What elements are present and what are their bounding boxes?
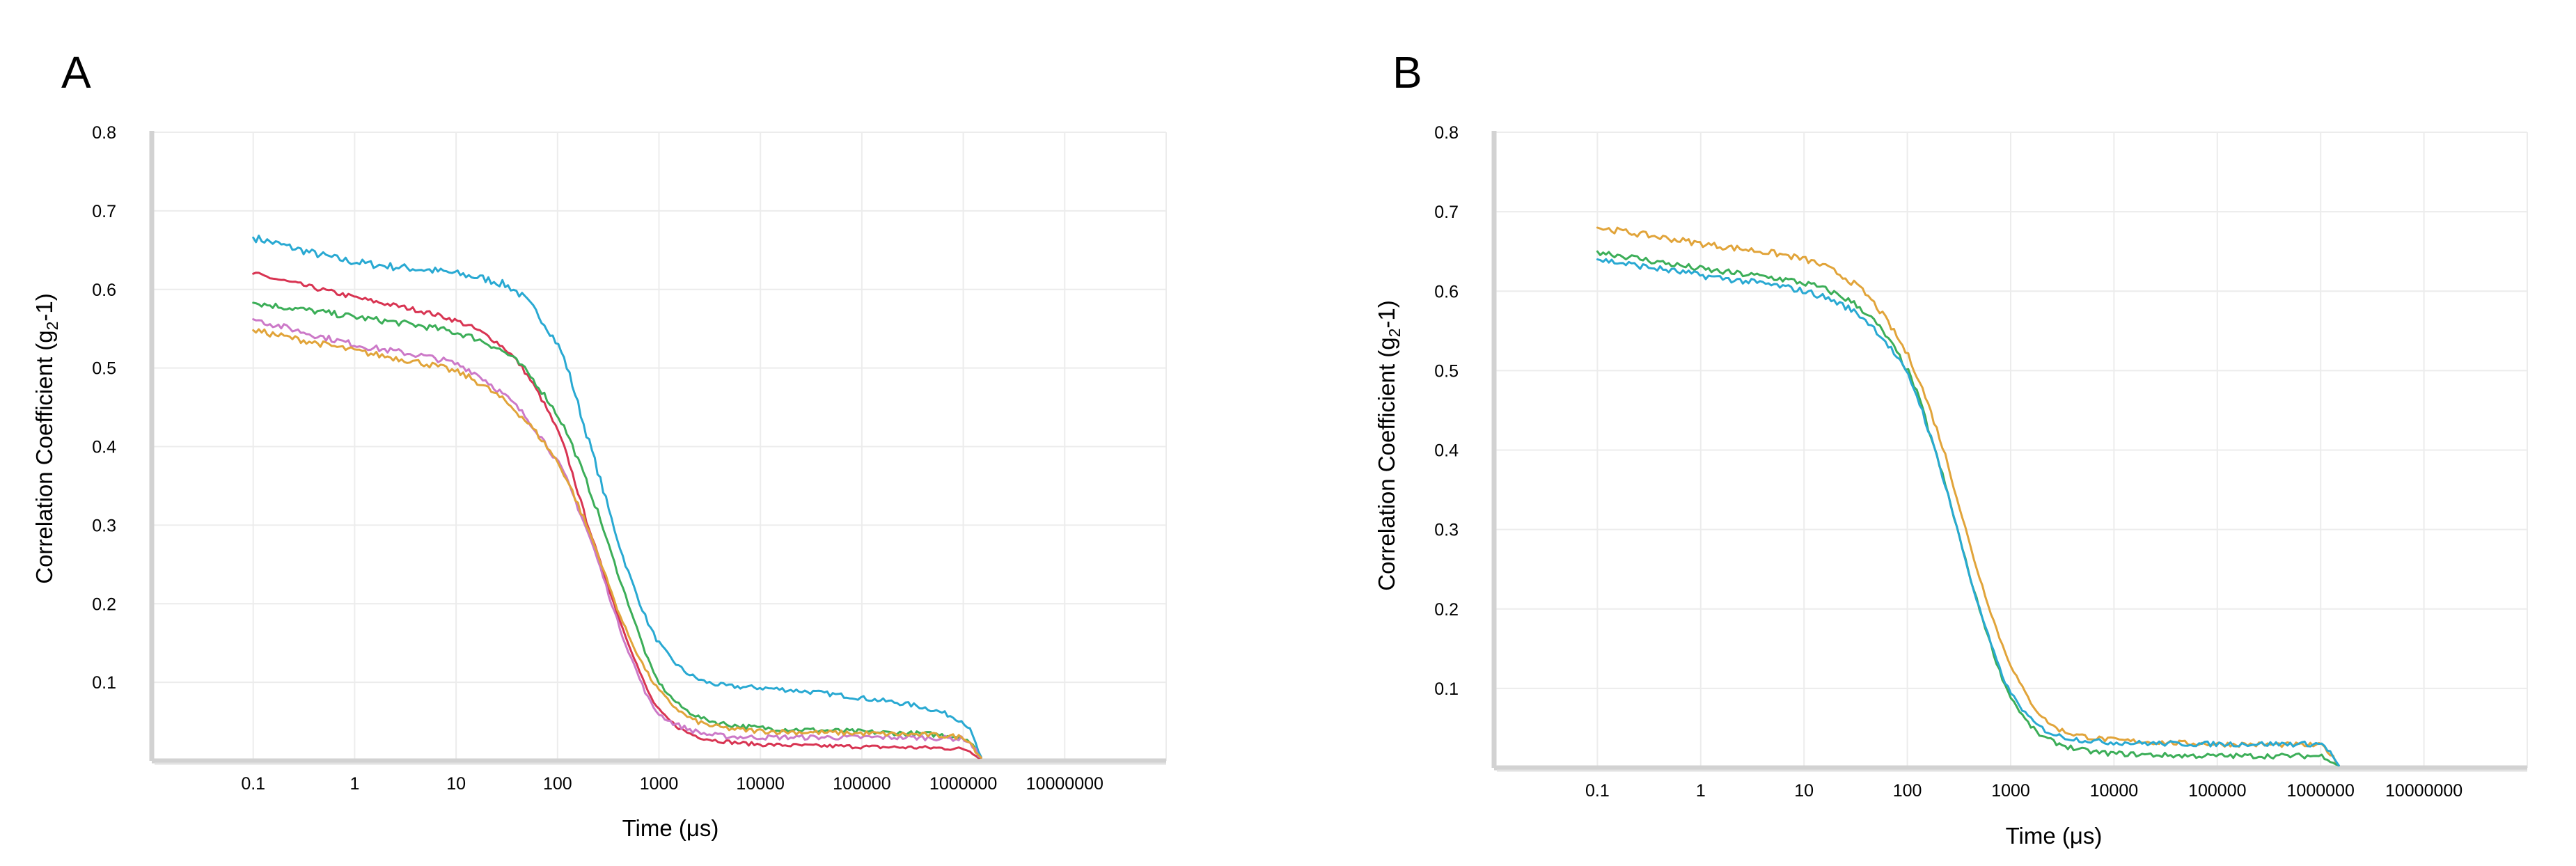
- series-line-3: [252, 301, 982, 759]
- y-tick-label: 0.5: [92, 359, 116, 379]
- series-line-1: [252, 235, 982, 758]
- x-tick-label: 0.1: [1585, 781, 1610, 801]
- panel-a-y-axis-title-subscript: 2: [43, 322, 61, 331]
- y-tick-label: 0.6: [1434, 282, 1459, 301]
- x-tick-label: 10: [1794, 781, 1814, 801]
- panel-a-axes: [149, 131, 1166, 765]
- x-tick-label: 1: [350, 774, 359, 794]
- panel-b-series: [1596, 226, 2340, 767]
- y-tick-label: 0.8: [92, 123, 116, 143]
- x-tick-label: 1000000: [2287, 781, 2355, 801]
- y-tick-label: 0.3: [1434, 521, 1459, 540]
- series-line-2: [252, 271, 982, 759]
- panel-a: A 0.1 1 10 100 1000 10000 100000 1000000 1000000…: [31, 47, 1167, 841]
- x-tick-label: 1000: [1991, 781, 2030, 801]
- x-tick-label: 10: [446, 774, 466, 794]
- panel-a-y-axis-title: Correlation Coefficient (g2-1): [31, 293, 61, 584]
- x-tick-label: 100: [543, 774, 572, 794]
- x-tick-label: 10000000: [2385, 781, 2463, 801]
- panel-a-letter: A: [61, 47, 91, 97]
- x-tick-label: 10000: [2090, 781, 2139, 801]
- series-line-5: [252, 328, 982, 759]
- y-tick-label: 0.5: [1434, 361, 1459, 381]
- panel-a-grid: [151, 132, 1167, 761]
- x-tick-label: 100000: [833, 774, 890, 794]
- panel-a-y-axis-title-tail: -1): [31, 293, 57, 321]
- panel-b-grid: [1493, 132, 2528, 768]
- x-tick-label: 1000000: [929, 774, 997, 794]
- x-tick-label: 100: [1893, 781, 1922, 801]
- y-tick-label: 0.3: [92, 516, 116, 535]
- y-tick-label: 0.6: [92, 281, 116, 300]
- panel-b-letter: B: [1392, 47, 1422, 97]
- panel-a-y-axis-title-main: Correlation Coefficient (g: [31, 330, 57, 583]
- panel-a-series: [252, 235, 982, 759]
- y-tick-label: 0.1: [92, 673, 116, 693]
- y-tick-label: 0.7: [1434, 203, 1459, 222]
- panel-b-x-axis-title: Time (μs): [2006, 823, 2103, 849]
- y-tick-label: 0.7: [92, 202, 116, 221]
- y-tick-label: 0.4: [92, 438, 116, 457]
- panel-b-axes: [1491, 131, 2527, 772]
- panel-b-y-axis-title-main: Correlation Coefficient (g: [1374, 337, 1399, 590]
- y-tick-label: 0.8: [1434, 123, 1459, 143]
- y-tick-label: 0.1: [1434, 679, 1459, 699]
- x-tick-label: 1000: [640, 774, 679, 794]
- x-tick-label: 10000000: [1026, 774, 1104, 794]
- x-tick-label: 0.1: [241, 774, 265, 794]
- panel-b-y-axis-title-subscript: 2: [1385, 329, 1404, 338]
- series-line-1: [1596, 226, 2340, 767]
- y-tick-label: 0.2: [92, 595, 116, 614]
- y-tick-label: 0.2: [1434, 600, 1459, 620]
- x-tick-label: 10000: [736, 774, 785, 794]
- panel-b-y-axis-title-tail: -1): [1374, 300, 1399, 328]
- panel-a-x-axis-title: Time (μs): [622, 815, 719, 841]
- panel-b-y-axis-title: Correlation Coefficient (g2-1): [1374, 300, 1404, 591]
- y-tick-label: 0.4: [1434, 441, 1459, 461]
- series-line-3: [1596, 258, 2340, 767]
- x-tick-label: 100000: [2188, 781, 2246, 801]
- series-line-4: [252, 318, 982, 759]
- panel-a-tick-labels: 0.1 1 10 100 1000 10000 100000 1000000 10000000 0…: [92, 123, 1104, 794]
- x-tick-label: 1: [1696, 781, 1706, 801]
- panel-b: B 0.1 1 10 100 1000 10000 100000 1000000 1000000…: [1374, 47, 2528, 849]
- panel-b-tick-labels: 0.1 1 10 100 1000 10000 100000 1000000 10000000 0…: [1434, 123, 2463, 801]
